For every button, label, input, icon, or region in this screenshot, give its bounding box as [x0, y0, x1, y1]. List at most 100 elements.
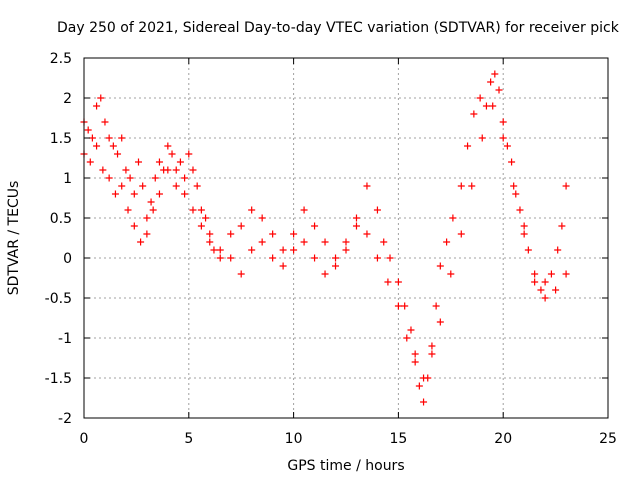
data-point	[93, 102, 101, 110]
data-point	[114, 150, 122, 158]
x-tick-label: 0	[80, 431, 89, 447]
data-point	[126, 174, 134, 182]
data-point	[352, 222, 360, 230]
data-point	[491, 70, 499, 78]
data-point	[342, 246, 350, 254]
data-point	[342, 238, 350, 246]
data-point	[487, 78, 495, 86]
data-point	[499, 118, 507, 126]
data-point	[363, 182, 371, 190]
data-point	[168, 150, 176, 158]
data-point	[436, 318, 444, 326]
data-point	[181, 174, 189, 182]
data-point	[547, 270, 555, 278]
x-axis-label: GPS time / hours	[287, 458, 404, 474]
data-point	[300, 238, 308, 246]
data-point	[185, 150, 193, 158]
data-point	[210, 246, 218, 254]
data-point	[172, 166, 180, 174]
data-point	[447, 270, 455, 278]
y-tick-labels: -2 -1.5 -1 -0.5 0 0.5 1 1.5 2 2.5	[45, 51, 72, 427]
data-point	[99, 166, 107, 174]
data-point	[105, 134, 113, 142]
y-tick-label: -2	[58, 411, 72, 427]
data-point	[476, 94, 484, 102]
data-point	[420, 374, 428, 382]
data-point	[524, 246, 532, 254]
data-point	[151, 174, 159, 182]
y-tick-label: -0.5	[45, 291, 72, 307]
data-point	[403, 334, 411, 342]
data-point	[520, 230, 528, 238]
data-point	[300, 206, 308, 214]
y-axis-label: SDTVAR / TECUs	[6, 181, 22, 296]
data-point	[363, 230, 371, 238]
data-point	[541, 294, 549, 302]
data-point	[155, 158, 163, 166]
data-point	[93, 142, 101, 150]
data-point	[197, 206, 205, 214]
data-point	[380, 238, 388, 246]
data-point	[443, 238, 451, 246]
data-point	[216, 254, 224, 262]
data-point	[124, 206, 132, 214]
data-point	[520, 222, 528, 230]
data-point	[478, 134, 486, 142]
data-point	[415, 382, 423, 390]
data-point	[436, 262, 444, 270]
data-point	[147, 198, 155, 206]
data-point	[164, 166, 172, 174]
data-point	[373, 206, 381, 214]
data-point	[97, 94, 105, 102]
data-point	[149, 206, 157, 214]
y-tick-label: -1.5	[45, 371, 72, 387]
data-point	[118, 182, 126, 190]
x-tick-label: 20	[494, 431, 512, 447]
data-point	[176, 158, 184, 166]
data-point	[552, 286, 560, 294]
data-point	[541, 278, 549, 286]
data-point	[164, 142, 172, 150]
data-point	[311, 254, 319, 262]
grid-lines	[84, 58, 608, 418]
data-point	[86, 158, 94, 166]
data-point	[537, 286, 545, 294]
data-point	[562, 270, 570, 278]
y-tick-label: 1.5	[50, 131, 72, 147]
data-point	[508, 158, 516, 166]
data-point	[227, 254, 235, 262]
data-point	[105, 174, 113, 182]
data-point	[332, 254, 340, 262]
data-point	[258, 238, 266, 246]
data-point	[401, 302, 409, 310]
data-point	[531, 270, 539, 278]
data-point	[531, 278, 539, 286]
data-point	[290, 246, 298, 254]
data-point	[428, 342, 436, 350]
data-point	[139, 182, 147, 190]
data-point	[130, 190, 138, 198]
series-1	[80, 102, 570, 382]
data-point	[248, 206, 256, 214]
data-point	[137, 238, 145, 246]
y-tick-label: 2.5	[50, 51, 72, 67]
data-point	[432, 302, 440, 310]
data-point	[143, 230, 151, 238]
data-point	[269, 254, 277, 262]
data-point	[109, 142, 117, 150]
data-point	[510, 182, 518, 190]
data-point	[384, 278, 392, 286]
data-point	[516, 206, 524, 214]
data-point	[449, 214, 457, 222]
data-point	[495, 86, 503, 94]
data-point	[373, 254, 381, 262]
data-point	[386, 254, 394, 262]
data-point	[130, 222, 138, 230]
data-point	[237, 270, 245, 278]
data-point	[248, 246, 256, 254]
data-point	[122, 166, 130, 174]
data-point	[321, 270, 329, 278]
data-point	[155, 190, 163, 198]
data-point	[407, 326, 415, 334]
data-point	[193, 182, 201, 190]
